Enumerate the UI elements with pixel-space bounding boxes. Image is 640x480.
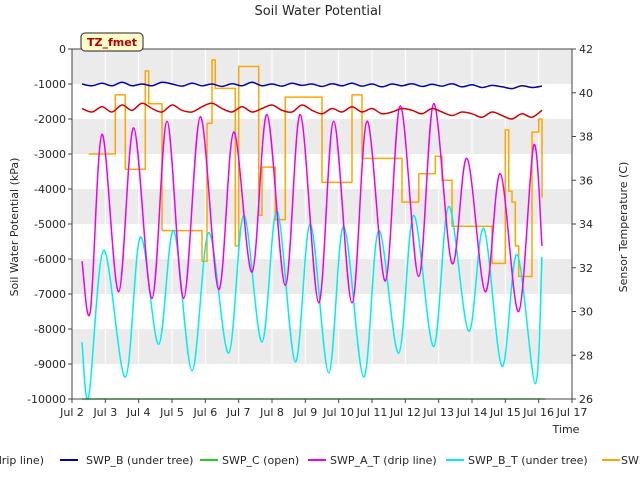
x-tick-label: Jul 15 — [489, 406, 521, 419]
series-line-swp-b-under-tree — [81, 81, 543, 90]
legend-label: SWP_B_T (under tree) — [468, 454, 588, 467]
x-tick-label: Jul 17 — [556, 406, 588, 419]
y-right-tick-label: 40 — [579, 87, 593, 100]
background-band — [72, 189, 572, 224]
x-tick-label: Jul 10 — [322, 406, 354, 419]
x-tick-label: Jul 6 — [192, 406, 217, 419]
series-line-drip-line — [81, 102, 543, 120]
y-right-tick-label: 34 — [579, 218, 593, 231]
x-tick-label: Jul 2 — [59, 406, 84, 419]
x-axis-label: Time — [552, 423, 580, 436]
x-tick-label: Jul 12 — [389, 406, 421, 419]
y-axis-left-label: Soil Water Potential (kPa) — [8, 158, 21, 297]
annotation-box: TZ_fmet — [80, 32, 144, 52]
x-tick-label: Jul 5 — [159, 406, 184, 419]
y-left-tick-label: -2000 — [34, 113, 66, 126]
y-left-tick-label: -1000 — [34, 78, 66, 91]
y-left-tick-label: -6000 — [34, 253, 66, 266]
x-tick-label: Jul 8 — [259, 406, 284, 419]
legend-label: SWP_C (open) — [222, 454, 299, 467]
x-tick-label: Jul 9 — [292, 406, 317, 419]
plot-frame — [71, 48, 573, 400]
legend-label: drip line) — [0, 454, 44, 467]
x-tick-label: Jul 11 — [356, 406, 388, 419]
x-tick-label: Jul 14 — [456, 406, 488, 419]
y-right-tick-label: 30 — [579, 306, 593, 319]
y-right-tick-label: 28 — [579, 349, 593, 362]
x-tick-label: Jul 3 — [92, 406, 117, 419]
y-right-tick-label: 38 — [579, 131, 593, 144]
y-left-tick-label: -9000 — [34, 358, 66, 371]
x-tick-label: Jul 4 — [126, 406, 151, 419]
chart-title: Soil Water Potential — [254, 4, 381, 19]
y-axis-right-label: Sensor Temperature (C) — [617, 162, 630, 293]
y-right-tick-label: 26 — [579, 393, 593, 406]
x-tick-label: Jul 16 — [522, 406, 554, 419]
legend-label: SWI — [621, 454, 640, 467]
y-right-tick-label: 36 — [579, 174, 593, 187]
legend-label: SWP_B (under tree) — [86, 454, 193, 467]
y-left-tick-label: -3000 — [34, 148, 66, 161]
series-line-swp-a-t-drip-line — [81, 102, 543, 317]
background-band — [72, 49, 572, 84]
y-left-tick-label: 0 — [59, 43, 66, 56]
annotation-label: TZ_fmet — [87, 36, 137, 49]
y-left-tick-label: -10000 — [27, 393, 66, 406]
legend: drip line) SWP_B (under tree) SWP_C (open)… — [0, 454, 640, 467]
y-left-tick-label: -4000 — [34, 183, 66, 196]
x-tick-label: Jul 13 — [422, 406, 454, 419]
legend-label: SWP_A_T (drip line) — [330, 454, 437, 467]
y-left-tick-label: -8000 — [34, 323, 66, 336]
y-right-tick-label: 32 — [579, 262, 593, 275]
y-left-tick-label: -7000 — [34, 288, 66, 301]
x-tick-label: Jul 7 — [226, 406, 251, 419]
axes: 0 -1000 -2000 -3000 -4000 -5000 -6000 -7000 -800… — [27, 43, 593, 419]
y-left-tick-label: -5000 — [34, 218, 66, 231]
y-right-tick-label: 42 — [579, 43, 593, 56]
